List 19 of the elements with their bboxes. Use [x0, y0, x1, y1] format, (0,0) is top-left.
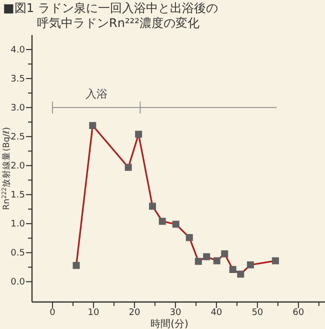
y-tick-label: 0.5: [10, 248, 25, 259]
x-tick-label: 10: [88, 308, 100, 318]
chart-title: ■図1 ラドン泉に一回入浴中と出浴後の呼気中ラドンRn²²²濃度の変化: [3, 1, 219, 31]
x-tick-label: 40: [210, 308, 222, 318]
y-tick-label: 3.5: [10, 74, 25, 85]
y-tick-label: 2.0: [10, 162, 26, 172]
y-tick-label: 2.5: [10, 132, 25, 143]
x-tick-label: 60: [292, 308, 304, 318]
x-axis-title: 時間(分): [150, 318, 188, 329]
x-tick-label: 0: [50, 308, 56, 318]
annotation: 入浴: [85, 88, 108, 101]
x-tick-label: 30: [170, 308, 182, 318]
y-tick-label: 3.0: [10, 104, 26, 114]
y-tick-label: 1.0: [10, 220, 26, 230]
y-tick-label: 1.5: [10, 190, 25, 201]
x-tick-label: 50: [252, 308, 264, 318]
y-tick-label: 4.0: [10, 46, 26, 56]
y-tick-label: 0.0: [10, 278, 26, 288]
x-tick-label: 20: [128, 308, 140, 318]
